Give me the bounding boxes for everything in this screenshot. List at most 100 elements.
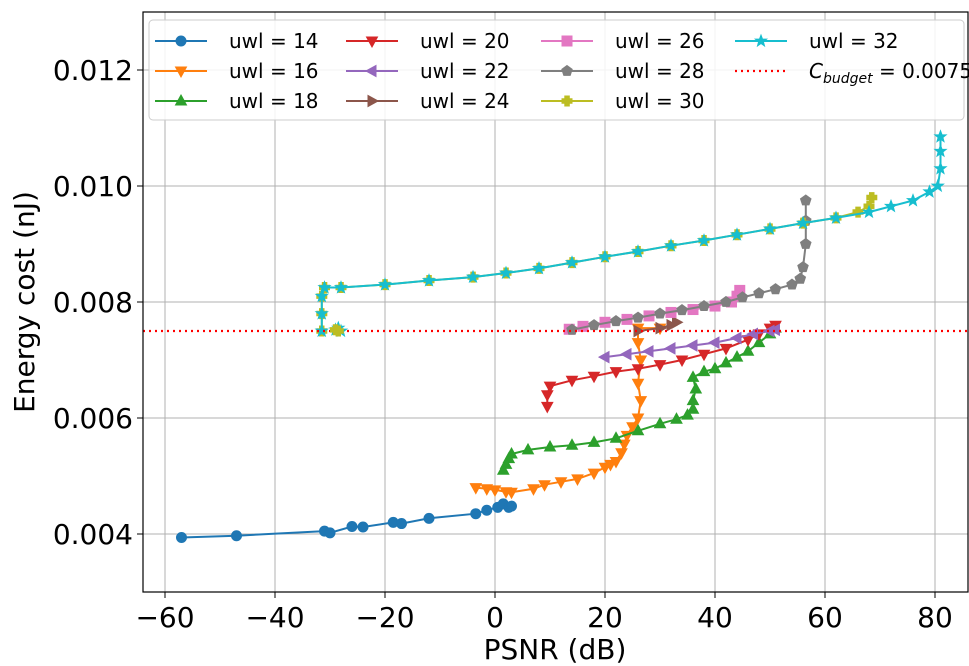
series-uwl-28-point bbox=[720, 295, 732, 307]
series-uwl-32-point bbox=[905, 193, 921, 207]
legend-marker-point bbox=[753, 33, 769, 48]
series-uwl-28-point bbox=[769, 283, 782, 295]
series-uwl-16-point bbox=[469, 483, 483, 495]
series-uwl-18-point bbox=[686, 370, 700, 382]
series-uwl-32-point bbox=[930, 178, 945, 193]
series-uwl-14-point bbox=[481, 504, 493, 516]
series-uwl-18-point bbox=[719, 355, 733, 368]
series-uwl-20-point bbox=[675, 355, 689, 368]
series-uwl-32-point bbox=[498, 265, 514, 280]
legend-item: uwl = 18 bbox=[155, 89, 319, 113]
series-uwl-18-point bbox=[565, 438, 579, 450]
series-uwl-28-point bbox=[736, 291, 749, 303]
series-uwl-20-point bbox=[543, 381, 557, 394]
series-uwl-22-line bbox=[604, 328, 776, 359]
series-uwl-32-point bbox=[729, 227, 745, 241]
series-uwl-18-point bbox=[697, 364, 711, 377]
series-uwl-16-point bbox=[634, 396, 648, 408]
x-axis-label: PSNR (dB) bbox=[484, 633, 627, 666]
series-uwl-14-point bbox=[396, 518, 407, 530]
series-uwl-28-point bbox=[654, 307, 666, 319]
x-tick-label: −40 bbox=[245, 601, 304, 634]
series-uwl-20-point bbox=[697, 349, 711, 362]
series-uwl-28-point bbox=[676, 303, 688, 316]
series-uwl-30-extra bbox=[330, 324, 344, 337]
series-uwl-18-point bbox=[670, 412, 683, 424]
series-uwl-32-point bbox=[663, 238, 679, 252]
series-uwl-22-point bbox=[597, 350, 610, 364]
series-uwl-18-point bbox=[686, 402, 700, 414]
series-uwl-22-point bbox=[663, 342, 676, 355]
series-uwl-18-point bbox=[730, 350, 744, 362]
legend: uwl = 14 uwl = 16 uwl = 18 uwl = 20 uwl = 22… bbox=[148, 19, 969, 121]
series-uwl-20-point bbox=[653, 360, 667, 372]
series-uwl-18-point bbox=[653, 416, 667, 429]
series-uwl-18-point bbox=[752, 335, 766, 348]
legend-marker-point bbox=[561, 64, 573, 76]
series-uwl-18-point bbox=[609, 431, 623, 443]
series-uwl-32-point bbox=[314, 323, 329, 338]
series-uwl-24-point bbox=[672, 315, 684, 329]
series-uwl-18-point bbox=[499, 457, 513, 469]
series-uwl-16-point bbox=[538, 480, 551, 492]
legend-label: uwl = 32 bbox=[809, 29, 899, 53]
series-uwl-16-point bbox=[554, 477, 568, 489]
series-uwl-32-point bbox=[933, 129, 948, 143]
y-tick-label: 0.008 bbox=[53, 286, 133, 319]
series-uwl-14-line bbox=[181, 502, 512, 539]
series-uwl-32-point bbox=[630, 244, 646, 258]
series-uwl-14-point bbox=[324, 527, 336, 539]
series-uwl-14-point bbox=[357, 521, 369, 533]
x-tick-label: 0 bbox=[486, 601, 504, 634]
legend-marker-point bbox=[175, 35, 187, 47]
series-uwl-28-point bbox=[799, 194, 812, 206]
series-uwl-14-point bbox=[470, 508, 482, 520]
series-uwl-14 bbox=[176, 498, 517, 543]
series-uwl-22-point bbox=[641, 344, 654, 358]
series-uwl-16-point bbox=[587, 468, 601, 481]
legend-label: Cbudget = 0.0075 bbox=[809, 59, 969, 87]
series-uwl-28-point bbox=[799, 237, 812, 249]
legend-marker-point bbox=[365, 36, 379, 49]
series-uwl-22-point bbox=[685, 339, 698, 352]
legend-label: uwl = 30 bbox=[615, 89, 705, 113]
series-uwl-18-point bbox=[587, 435, 601, 447]
series-uwl-18-point bbox=[631, 423, 645, 436]
series-uwl-32-point bbox=[314, 288, 329, 303]
series-uwl-16-point bbox=[488, 485, 502, 497]
series-uwl-32-point bbox=[922, 184, 937, 198]
series-uwl-18-point bbox=[741, 344, 755, 356]
series-uwl-32-point bbox=[828, 210, 844, 224]
series-uwl-16-point bbox=[505, 487, 518, 500]
series-uwl-18-point bbox=[521, 442, 535, 455]
series-uwl-32-point bbox=[861, 204, 877, 219]
legend-label: uwl = 18 bbox=[229, 89, 319, 113]
legend-label: uwl = 22 bbox=[420, 59, 510, 83]
legend-marker-point bbox=[561, 35, 573, 47]
series-uwl-18-point bbox=[496, 463, 510, 475]
x-tick-label: 60 bbox=[807, 601, 843, 634]
legend-item: uwl = 28 bbox=[541, 59, 705, 83]
series-uwl-22-point bbox=[707, 336, 720, 349]
series-uwl-22 bbox=[597, 323, 780, 364]
series-uwl-22-point bbox=[619, 347, 632, 361]
legend-item: uwl = 24 bbox=[346, 89, 510, 113]
series-uwl-20-point bbox=[540, 390, 554, 402]
legend-marker-point bbox=[174, 66, 188, 79]
legend-label: uwl = 16 bbox=[229, 59, 319, 83]
series-uwl-32-point bbox=[933, 161, 948, 175]
series-uwl-16-point bbox=[631, 338, 645, 350]
series-uwl-30-point bbox=[852, 206, 864, 218]
legend-marker-point bbox=[174, 93, 188, 106]
series-uwl-14-point bbox=[176, 531, 187, 543]
y-axis-label: Energy cost (nJ) bbox=[8, 191, 41, 413]
x-tick-label: −20 bbox=[355, 601, 414, 634]
series-uwl-16 bbox=[469, 323, 667, 500]
series-uwl-20-point bbox=[631, 364, 645, 376]
series-uwl-32-point bbox=[377, 277, 393, 291]
series-uwl-30 bbox=[316, 192, 878, 337]
axis-ticks: −60 −40 −20 0 20 40 60 80 0.004 0.006 0.008 0.010 0.… bbox=[53, 54, 953, 634]
series-uwl-22-point bbox=[729, 331, 742, 345]
series-uwl-18-point bbox=[543, 439, 557, 452]
legend-item: uwl = 26 bbox=[541, 29, 705, 53]
